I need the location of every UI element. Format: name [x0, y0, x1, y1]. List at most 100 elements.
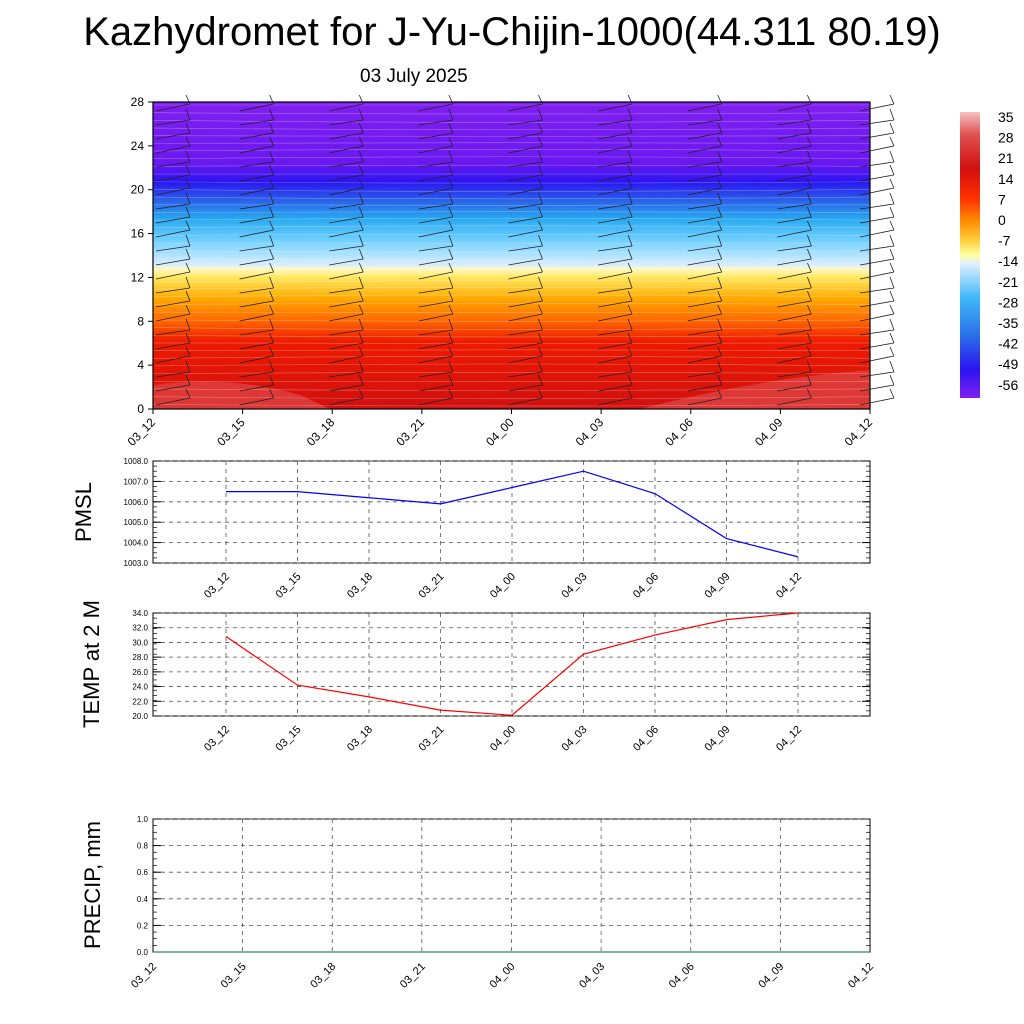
wind-barb: [687, 371, 722, 378]
wind-barb: [687, 397, 722, 406]
wind-barb-flag: [269, 290, 274, 302]
wind-barb-flag: [717, 346, 723, 357]
wind-barb-flag: [358, 304, 364, 315]
wind-barb: [777, 342, 812, 350]
wind-barb: [508, 145, 543, 154]
wind-barb-flag: [269, 164, 274, 176]
heatmap-x-tick-label: 03_18: [304, 415, 338, 449]
wind-barb-flag: [185, 332, 191, 344]
wind-barb-flag: [538, 276, 543, 289]
wind-barb: [598, 313, 633, 322]
wind-barb-flag: [448, 220, 454, 231]
x-tick-label: 03_15: [274, 571, 304, 601]
x-tick-label: 04_00: [488, 571, 518, 601]
colorbar-label: 21: [998, 150, 1014, 166]
heatmap-x-tick-label: 04_00: [483, 415, 517, 449]
wind-barb-flag: [269, 276, 275, 289]
wind-barb: [155, 397, 191, 406]
wind-barb-flag: [717, 374, 723, 386]
wind-barb: [155, 187, 191, 196]
wind-barb-flag: [717, 94, 723, 105]
wind-barb-flag: [807, 164, 812, 176]
wind-barb-flag: [717, 276, 723, 289]
wind-barb: [777, 355, 812, 364]
wind-barb: [777, 245, 812, 252]
y-tick-label: 1008.0: [124, 457, 149, 466]
wind-barb: [508, 397, 543, 406]
wind-barb-flag: [358, 164, 364, 176]
heatmap-y-tick-label: 28: [131, 95, 145, 109]
x-tick-label: 04_09: [703, 724, 733, 754]
wind-barb-flag: [807, 346, 812, 357]
heatmap-y-tick-label: 8: [137, 314, 144, 328]
wind-barb: [859, 300, 895, 308]
wind-barb: [687, 342, 722, 350]
wind-barb: [777, 371, 812, 378]
wind-barb-flag: [185, 346, 191, 357]
wind-barb: [329, 103, 364, 112]
x-tick-label: 04_12: [774, 571, 804, 601]
heatmap-contour: [152, 233, 871, 236]
wind-barb: [687, 229, 722, 238]
wind-barb: [329, 300, 364, 308]
heatmap-contour: [152, 156, 871, 160]
y-axis-label: PRECIP, mm: [80, 821, 105, 949]
wind-barb: [859, 187, 895, 196]
wind-barb: [508, 313, 543, 322]
wind-barb: [859, 313, 895, 322]
wind-barb: [239, 119, 274, 126]
wind-barb-flag: [807, 220, 812, 231]
wind-barb-flag: [538, 192, 543, 205]
wind-barb-flag: [358, 206, 364, 218]
wind-barb: [598, 119, 633, 126]
wind-barb: [155, 216, 191, 224]
wind-barb: [418, 132, 453, 140]
wind-barb-flag: [358, 318, 364, 331]
wind-barb-flag: [185, 220, 191, 231]
wind-barb-flag: [807, 248, 812, 260]
wind-barb: [687, 245, 722, 252]
wind-barb-flag: [889, 164, 895, 176]
wind-barb: [508, 229, 543, 238]
wind-barb: [418, 174, 453, 182]
wind-barb: [777, 132, 812, 140]
heatmap-contour: [152, 363, 871, 367]
heatmap-contour: [152, 396, 871, 399]
wind-barb: [777, 397, 812, 406]
chart-title: Kazhydromet for J-Yu-Chijin-1000(44.311 …: [83, 10, 941, 54]
wind-barb: [508, 161, 543, 168]
wind-barb: [598, 287, 633, 294]
wind-barb-flag: [538, 374, 543, 386]
wind-barb-flag: [185, 122, 191, 134]
wind-barb: [155, 229, 191, 238]
heatmap-contour: [152, 319, 871, 322]
wind-barb-flag: [269, 374, 274, 386]
wind-barb: [508, 287, 543, 294]
heatmap-x-tick-label: 04_09: [752, 415, 786, 449]
wind-barb: [239, 287, 274, 294]
wind-barb: [418, 287, 453, 294]
y-tick-label: 22.0: [132, 697, 148, 706]
x-tick-label: 04_06: [667, 961, 697, 991]
wind-barb-flag: [889, 192, 895, 205]
wind-barb: [859, 245, 895, 252]
heatmap-contour: [152, 164, 871, 167]
wind-barb: [687, 355, 722, 364]
heatmap-x-tick-label: 04_06: [662, 415, 696, 449]
wind-barb: [508, 342, 543, 350]
y-tick-label: 1.0: [137, 815, 149, 824]
wind-barb: [329, 355, 364, 364]
wind-barb: [687, 329, 722, 336]
wind-barb-flag: [448, 346, 454, 357]
wind-barb-flag: [889, 94, 895, 105]
wind-barb-flag: [538, 332, 543, 344]
wind-barb: [239, 313, 274, 322]
wind-barb: [777, 145, 812, 154]
wind-barb-flag: [807, 262, 812, 273]
colorbar-label: -28: [998, 294, 1018, 310]
wind-barb: [418, 258, 453, 266]
wind-barb-flag: [889, 360, 895, 373]
wind-barb-flag: [627, 94, 633, 105]
wind-barb: [687, 161, 722, 168]
wind-barb: [239, 103, 274, 112]
